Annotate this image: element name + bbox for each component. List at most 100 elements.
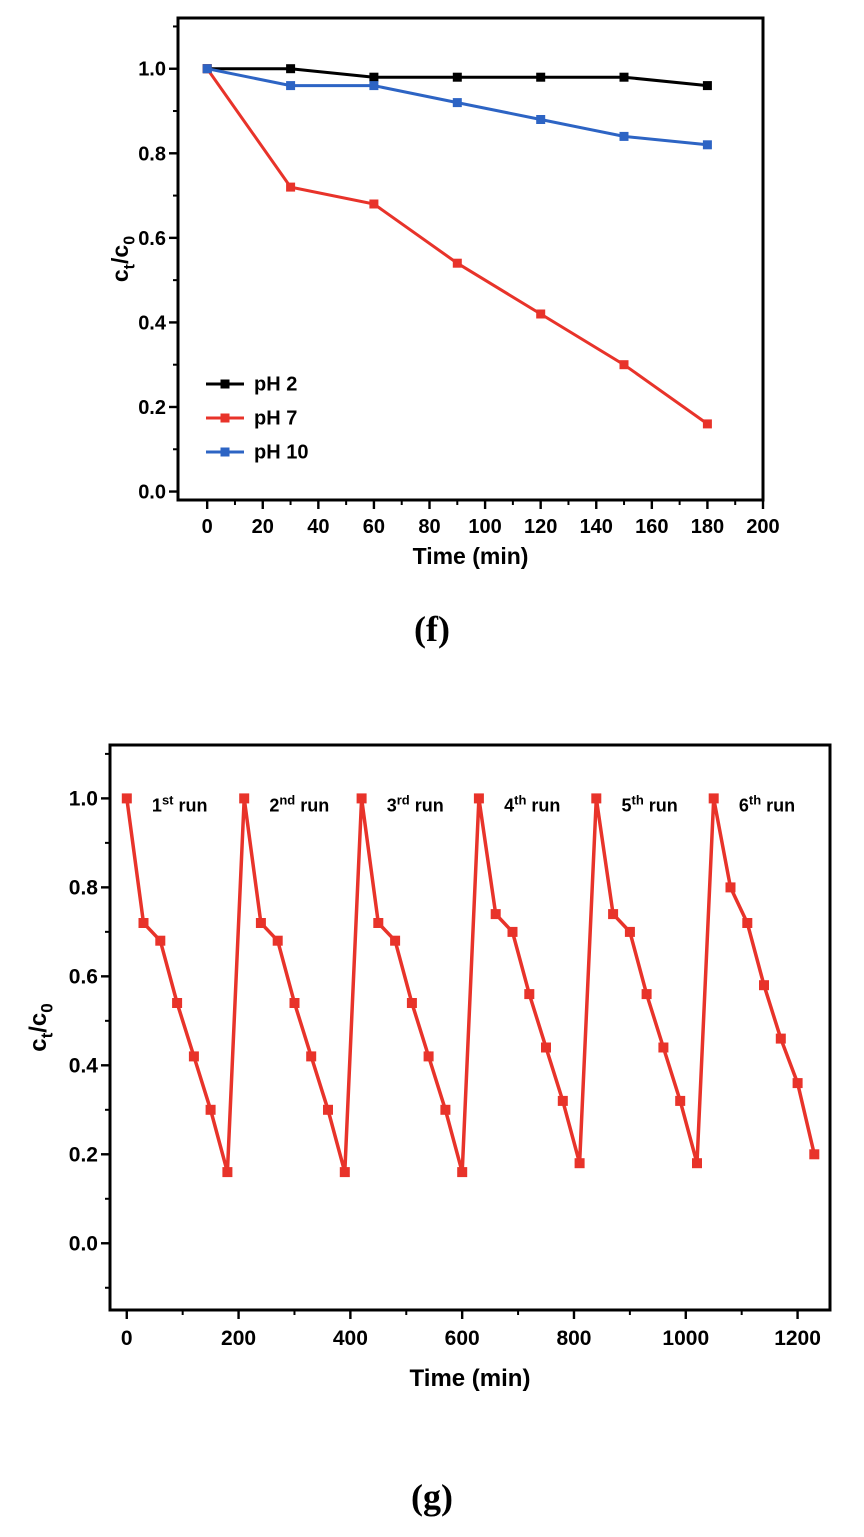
data-point-marker	[255, 917, 266, 928]
data-point-marker	[608, 908, 619, 919]
x-axis-label: Time (min)	[413, 543, 529, 569]
data-point-marker	[702, 81, 712, 91]
data-point-marker	[457, 1166, 468, 1177]
axes: 0 20 40 60 80 100 120 140 160 180 200 0.0 0.2 0.4 0.6 0…	[138, 16, 780, 538]
data-point-marker	[658, 1042, 669, 1053]
data-point-marker	[188, 1050, 199, 1061]
x-tick-label: 120	[524, 516, 557, 538]
y-tick-label: 0.6	[69, 965, 98, 988]
data-point-marker	[557, 1095, 568, 1106]
x-tick-label: 1200	[774, 1327, 821, 1350]
data-point-marker	[507, 926, 518, 937]
data-point-marker	[323, 1104, 333, 1115]
data-point-marker	[452, 258, 462, 268]
y-tick-label: 0.6	[138, 228, 166, 250]
caption-f: (f)	[414, 609, 450, 649]
data-point-marker	[155, 935, 166, 946]
data-point-marker	[339, 1166, 350, 1177]
legend-marker	[220, 447, 230, 457]
x-tick-label: 180	[691, 516, 724, 538]
data-point-marker	[205, 1104, 216, 1115]
series-cycling	[121, 792, 820, 1177]
data-point-marker	[239, 792, 250, 803]
data-point-marker	[369, 72, 379, 82]
x-tick-label: 60	[363, 516, 385, 538]
y-tick-label: 0.8	[69, 876, 99, 899]
data-point-marker	[708, 792, 719, 803]
data-point-marker	[356, 792, 367, 803]
data-point-marker	[490, 908, 501, 919]
data-point-marker	[286, 64, 296, 74]
data-point-marker	[369, 199, 379, 209]
data-point-marker	[725, 881, 736, 892]
x-tick-label: 100	[468, 516, 501, 538]
y-tick-label: 0.0	[138, 482, 166, 504]
chart-recycling-runs: 0 200 400 600 800 1000 1200 0.0 0.2 0.4 0.6 0.8 1.0 T…	[0, 680, 864, 1452]
data-point-marker	[809, 1148, 820, 1159]
data-point-marker	[373, 917, 384, 928]
y-tick-label: 0.2	[138, 397, 166, 419]
data-point-marker	[121, 792, 132, 803]
y-tick-label: 0.4	[69, 1054, 99, 1077]
data-point-marker	[272, 935, 283, 946]
data-point-marker	[473, 792, 484, 803]
data-point-marker	[222, 1166, 233, 1177]
data-point-marker	[452, 72, 462, 82]
y-tick-label: 0.0	[69, 1232, 98, 1255]
x-tick-label: 140	[580, 516, 613, 538]
data-point-marker	[289, 997, 300, 1008]
x-tick-label: 0	[121, 1327, 133, 1350]
data-point-marker	[172, 997, 183, 1008]
data-point-marker	[536, 115, 546, 124]
y-axis-label: ct/c0	[25, 1003, 57, 1052]
data-point-marker	[591, 792, 602, 803]
series-ph-7	[202, 64, 712, 429]
data-point-marker	[286, 182, 296, 192]
axes: 0 200 400 600 800 1000 1200 0.0 0.2 0.4 0.6 0.8 1.0	[69, 743, 832, 1350]
series-ph-2	[202, 64, 712, 91]
data-point-marker	[742, 917, 753, 928]
legend-marker	[220, 413, 230, 423]
plot-frame	[176, 16, 765, 502]
run-annotation: 6th run	[739, 792, 795, 815]
data-point-marker	[423, 1050, 434, 1061]
legend-label: pH 7	[254, 408, 297, 430]
x-tick-label: 0	[202, 516, 213, 538]
data-point-marker	[286, 81, 296, 91]
caption-g: (g)	[411, 1476, 453, 1517]
data-point-marker	[452, 98, 462, 108]
x-tick-label: 80	[418, 516, 440, 538]
data-point-marker	[524, 988, 535, 999]
data-point-marker	[702, 419, 712, 429]
y-tick-label: 0.2	[69, 1143, 98, 1166]
legend-label: pH 10	[254, 442, 308, 464]
data-point-marker	[675, 1095, 686, 1106]
series-ph-10	[202, 64, 712, 150]
data-point-marker	[536, 309, 546, 319]
panel-f: 0 20 40 60 80 100 120 140 160 180 200 0.0 0.2 0.4 0.6 0…	[0, 0, 864, 650]
data-point-marker	[541, 1042, 551, 1053]
recycling-runs-plot: 0 200 400 600 800 1000 1200 0.0 0.2 0.4 0.6 0.8 1.0 T…	[25, 743, 832, 1392]
y-tick-label: 0.4	[138, 312, 167, 334]
data-point-marker	[619, 72, 629, 82]
y-tick-label: 1.0	[69, 787, 98, 810]
data-point-marker	[775, 1033, 786, 1044]
x-tick-label: 400	[333, 1327, 368, 1350]
chart-ph-effect: 0 20 40 60 80 100 120 140 160 180 200 0.0 0.2 0.4 0.6 0…	[0, 0, 864, 578]
data-point-marker	[306, 1050, 317, 1061]
data-point-marker	[624, 926, 635, 937]
legend-label: pH 2	[254, 374, 297, 396]
x-tick-label: 200	[221, 1327, 256, 1350]
data-point-marker	[536, 72, 546, 82]
data-point-marker	[619, 360, 629, 370]
data-point-marker	[406, 997, 417, 1008]
data-point-marker	[702, 140, 712, 150]
data-point-marker	[792, 1077, 803, 1088]
data-point-marker	[641, 988, 652, 999]
x-tick-label: 160	[635, 516, 668, 538]
legend-marker	[220, 379, 230, 389]
data-point-marker	[574, 1157, 585, 1168]
ph-effect-plot: 0 20 40 60 80 100 120 140 160 180 200 0.0 0.2 0.4 0.6 0…	[107, 16, 780, 569]
run-annotation: 3rd run	[387, 792, 444, 815]
